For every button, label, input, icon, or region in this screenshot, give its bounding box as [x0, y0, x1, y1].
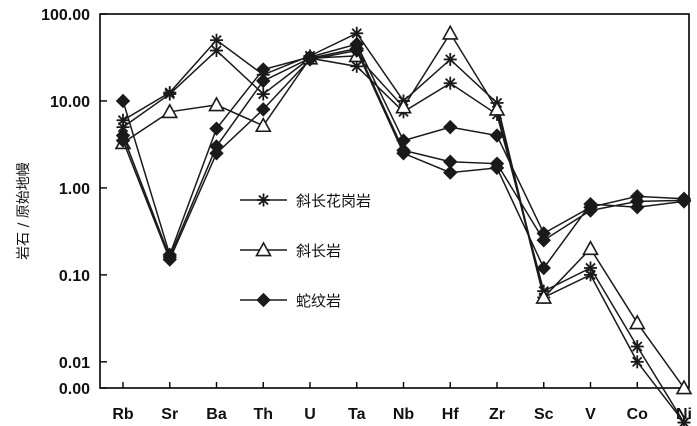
series-2-point — [582, 240, 599, 256]
series-5-point — [302, 52, 318, 67]
y-tick-label: 100.00 — [41, 7, 90, 24]
x-tick-label: Rb — [112, 406, 134, 423]
series-5-point — [443, 165, 458, 180]
series-2-point — [441, 24, 459, 40]
series-1-point — [210, 44, 223, 58]
x-tick-label: Sc — [534, 406, 554, 423]
series-1-point — [256, 87, 270, 101]
x-tick-label: Ba — [206, 406, 227, 423]
series-2-point — [161, 103, 179, 119]
series-2-point — [208, 96, 225, 112]
x-tick-label: Zr — [489, 406, 505, 423]
x-tick-label: Th — [253, 406, 273, 423]
series-5-point — [349, 43, 364, 58]
y-axis-title: 岩石 / 原始地幔 — [16, 162, 32, 260]
legend-marker-asterisk — [257, 193, 270, 207]
series-2-point — [628, 314, 646, 330]
y-tick-label: 0.10 — [59, 268, 90, 285]
series-1-point — [443, 76, 457, 90]
series-1-point — [630, 340, 644, 354]
series-2-point — [535, 288, 553, 304]
series-2-point — [675, 379, 693, 395]
x-tick-label: Hf — [442, 406, 460, 423]
series-line-0 — [122, 32, 685, 424]
series-5-point — [115, 133, 131, 148]
legend-label: 斜长岩 — [296, 242, 341, 260]
legend-marker-diamond — [256, 292, 271, 308]
series-5-point — [256, 102, 271, 117]
plot-frame — [99, 13, 690, 389]
series-5-point — [630, 199, 645, 215]
x-tick-label: Co — [627, 406, 649, 423]
y-tick-label: 1.00 — [59, 181, 90, 198]
x-tick-label: Nb — [393, 406, 415, 423]
series-5-point — [209, 146, 224, 161]
x-tick-label: Ta — [348, 406, 366, 423]
series-5-point — [536, 260, 551, 276]
y-tick-label: 0.00 — [59, 381, 90, 398]
series-5-point — [676, 194, 692, 209]
series-4-point — [536, 233, 551, 248]
series-3-point — [209, 121, 224, 136]
series-1-point — [584, 261, 597, 275]
series-4-point — [256, 73, 271, 89]
x-tick-label: U — [304, 406, 316, 423]
y-tick-label: 0.01 — [59, 355, 90, 372]
series-5-point — [162, 252, 177, 267]
x-tick-label: V — [585, 406, 596, 423]
series-2-point — [395, 98, 412, 114]
series-1-point — [163, 87, 177, 101]
series-0-point — [630, 355, 644, 369]
series-5-point — [396, 146, 411, 161]
series-2-point — [488, 100, 506, 116]
series-line-2 — [122, 31, 685, 389]
series-5-point — [489, 160, 505, 176]
series-3-point — [115, 93, 131, 109]
legend-label: 斜长花岗岩 — [296, 192, 371, 210]
legend-label: 蛇纹岩 — [296, 292, 341, 310]
x-tick-label: Sr — [161, 406, 178, 423]
y-tick-label: 10.00 — [50, 94, 90, 111]
series-3-point — [443, 119, 458, 135]
series-2-point — [254, 117, 272, 133]
series-3-point — [489, 128, 505, 143]
series-0-point — [443, 52, 457, 66]
series-5-point — [583, 196, 598, 212]
legend-marker-triangle — [255, 241, 272, 257]
